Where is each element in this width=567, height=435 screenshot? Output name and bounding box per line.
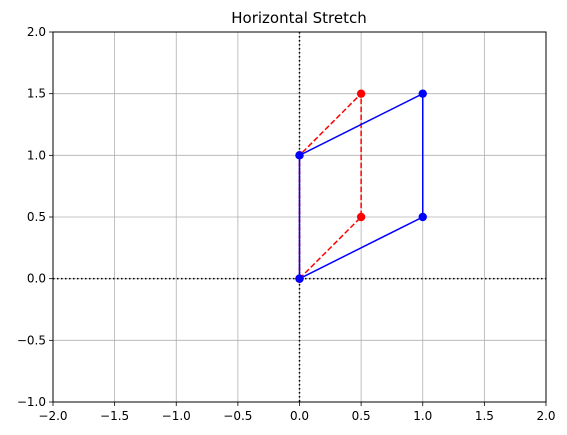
x-tick-label: −1.5 xyxy=(100,409,129,423)
series-1-point xyxy=(356,212,366,222)
y-axis-ticks: −1.0 −0.5 0.0 0.5 1.0 1.5 2.0 xyxy=(17,25,53,409)
y-tick-label: 1.5 xyxy=(27,87,46,101)
x-tick-label: −1.0 xyxy=(162,409,191,423)
y-tick-label: −1.0 xyxy=(17,395,46,409)
series-1-point xyxy=(356,89,366,98)
x-tick-label: 2.0 xyxy=(536,409,555,423)
x-tick-label: 0.5 xyxy=(352,409,371,423)
x-tick-label: 1.5 xyxy=(475,409,494,423)
series-2-point xyxy=(418,89,427,98)
x-tick-label: −0.5 xyxy=(223,409,252,423)
y-tick-label: 0.0 xyxy=(27,272,46,286)
chart-title: Horizontal Stretch xyxy=(231,9,366,27)
y-tick-label: 0.5 xyxy=(27,210,46,224)
x-axis-ticks: −2.0 −1.5 −1.0 −0.5 0.0 0.5 1.0 1.5 2.0 xyxy=(38,402,556,423)
x-tick-label: 1.0 xyxy=(413,409,432,423)
x-tick-label: 0.0 xyxy=(290,409,309,423)
y-tick-label: 1.0 xyxy=(27,148,46,162)
y-tick-label: 2.0 xyxy=(27,25,46,39)
series-group xyxy=(295,89,427,283)
series-2-point xyxy=(295,274,304,283)
x-tick-label: −2.0 xyxy=(38,409,67,423)
series-2-point xyxy=(295,151,304,160)
y-tick-label: −0.5 xyxy=(17,333,46,347)
series-2-point xyxy=(418,212,427,222)
